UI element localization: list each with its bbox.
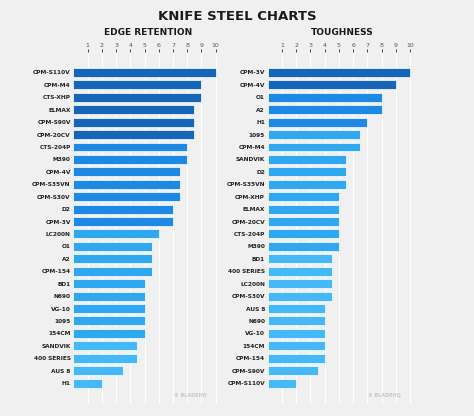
- Bar: [73, 354, 137, 363]
- Bar: [268, 180, 346, 189]
- Text: ® BLADEHQ: ® BLADEHQ: [173, 392, 206, 397]
- Bar: [268, 366, 318, 375]
- Text: ® BLADEHQ: ® BLADEHQ: [368, 392, 401, 397]
- Bar: [73, 130, 194, 139]
- Bar: [73, 230, 159, 238]
- Bar: [73, 341, 137, 350]
- Bar: [268, 68, 410, 77]
- Bar: [268, 192, 339, 201]
- Bar: [73, 379, 102, 388]
- Bar: [73, 242, 152, 251]
- Bar: [73, 304, 145, 313]
- Bar: [268, 267, 332, 276]
- Bar: [268, 304, 325, 313]
- Bar: [73, 217, 173, 226]
- Bar: [268, 317, 325, 325]
- Bar: [73, 254, 152, 263]
- Bar: [73, 366, 123, 375]
- Bar: [73, 292, 145, 301]
- Bar: [268, 105, 382, 114]
- Bar: [73, 317, 145, 325]
- Bar: [73, 143, 187, 151]
- Bar: [73, 279, 145, 288]
- Bar: [268, 205, 339, 213]
- Bar: [268, 93, 382, 102]
- Text: KNIFE STEEL CHARTS: KNIFE STEEL CHARTS: [158, 10, 316, 23]
- Title: TOUGHNESS: TOUGHNESS: [311, 28, 374, 37]
- Bar: [268, 230, 339, 238]
- Bar: [73, 167, 180, 176]
- Bar: [73, 118, 194, 126]
- Bar: [73, 329, 145, 338]
- Bar: [73, 267, 152, 276]
- Bar: [268, 118, 367, 126]
- Bar: [73, 205, 173, 213]
- Bar: [268, 130, 360, 139]
- Bar: [73, 80, 201, 89]
- Bar: [268, 254, 332, 263]
- Bar: [268, 167, 346, 176]
- Bar: [73, 68, 216, 77]
- Bar: [73, 105, 194, 114]
- Bar: [268, 217, 339, 226]
- Bar: [268, 354, 325, 363]
- Bar: [73, 93, 201, 102]
- Bar: [73, 192, 180, 201]
- Bar: [73, 155, 187, 164]
- Bar: [268, 155, 346, 164]
- Bar: [268, 329, 325, 338]
- Bar: [73, 180, 180, 189]
- Bar: [268, 143, 360, 151]
- Title: EDGE RETENTION: EDGE RETENTION: [104, 28, 192, 37]
- Bar: [268, 379, 296, 388]
- Bar: [268, 80, 396, 89]
- Bar: [268, 242, 339, 251]
- Bar: [268, 341, 325, 350]
- Bar: [268, 292, 332, 301]
- Bar: [268, 279, 332, 288]
